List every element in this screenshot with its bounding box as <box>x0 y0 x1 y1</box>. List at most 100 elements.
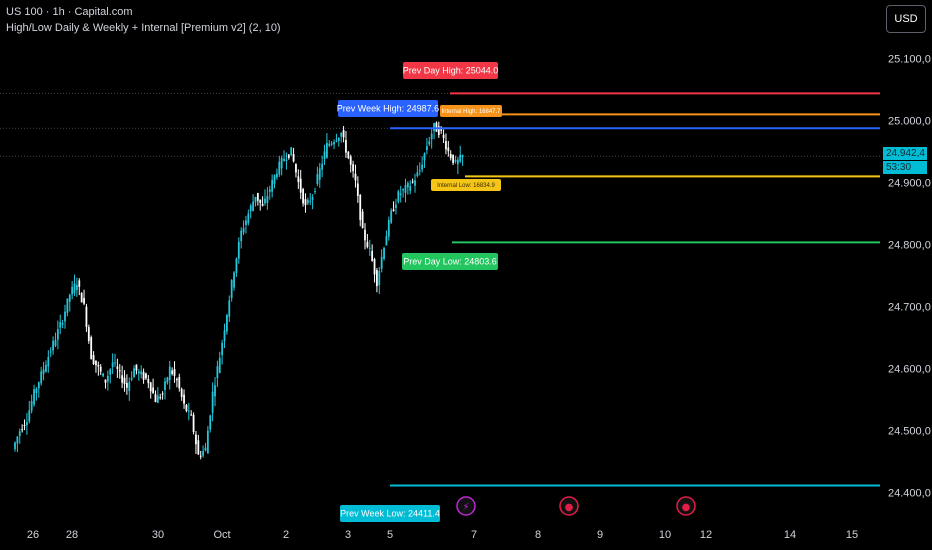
candle-body <box>180 388 183 397</box>
candle-body <box>52 340 54 351</box>
candle-body <box>330 143 333 145</box>
candle-body <box>80 292 83 303</box>
candle-body <box>190 414 193 416</box>
candle-body <box>145 373 147 379</box>
y-tick-label: 25.000,0 <box>888 116 931 128</box>
candle-body <box>47 356 50 367</box>
y-tick-label: 24.500,0 <box>888 426 931 438</box>
candle-body <box>176 378 178 381</box>
level-label-box <box>440 105 502 117</box>
x-tick-label: 26 <box>27 529 39 541</box>
candle-body <box>42 369 45 374</box>
candle-body <box>171 370 174 375</box>
x-tick-label: 10 <box>659 529 671 541</box>
candle-body <box>221 342 224 356</box>
time-axis: 26 28 30 Oct 2 3 5 7 8 9 10 12 14 15 <box>27 529 858 541</box>
candle-body <box>128 382 131 392</box>
candle-body <box>309 200 312 202</box>
bar-countdown: 53:30 <box>883 161 927 174</box>
candle-body <box>114 362 116 364</box>
candle-body <box>368 247 371 249</box>
candle-body <box>78 280 81 287</box>
level-label-box <box>338 100 438 117</box>
candle-body <box>333 142 335 145</box>
candle-body <box>459 154 462 162</box>
candle-body <box>245 220 247 225</box>
candle-body <box>142 371 145 380</box>
y-tick-label: 24.700,0 <box>888 302 931 314</box>
candle-body <box>456 159 459 165</box>
candle-body <box>230 280 233 299</box>
candle-body <box>237 241 240 259</box>
currency-button[interactable]: USD <box>886 5 926 33</box>
candle-body <box>121 375 124 383</box>
indicator-title[interactable]: High/Low Daily & Weekly + Internal [Prem… <box>6 22 281 34</box>
candle-body <box>118 370 121 372</box>
candle-body <box>18 431 21 437</box>
symbol-title[interactable]: US 100 · 1h · Capital.com <box>6 6 133 18</box>
candle-body <box>290 147 293 156</box>
candle-body <box>409 186 412 191</box>
candle-body <box>418 170 421 172</box>
x-tick-label: 9 <box>597 529 603 541</box>
candle-body <box>156 395 159 403</box>
candle-body <box>423 153 426 161</box>
candle-body <box>392 209 395 212</box>
candle-body <box>102 373 104 377</box>
candle-body <box>16 436 19 444</box>
levels-layer: Prev Day High: 25044.0 Prev Week High: 24… <box>337 62 880 522</box>
y-tick-label: 24.800,0 <box>888 240 931 252</box>
candle-body <box>297 176 300 183</box>
candle-body <box>23 424 26 426</box>
candle-body <box>235 258 238 273</box>
candle-body <box>385 236 388 246</box>
candle-body <box>202 451 204 456</box>
candle-body <box>373 259 376 275</box>
level-label-text: Prev Day Low: 24803.6 <box>403 257 497 267</box>
candle-body <box>147 379 150 384</box>
us-flag-event-icon[interactable] <box>676 496 696 516</box>
candle-body <box>76 284 78 291</box>
candle-body <box>252 201 254 211</box>
candle-body <box>161 393 164 395</box>
candle-body <box>178 376 181 389</box>
x-tick-label: 12 <box>700 529 712 541</box>
candle-body <box>256 193 259 201</box>
candle-body <box>54 339 57 346</box>
candle-body <box>390 210 393 223</box>
candle-body <box>435 122 438 132</box>
candle-body <box>280 158 283 169</box>
candle-body <box>137 371 140 374</box>
candle-body <box>295 164 297 173</box>
candle-body <box>340 132 343 137</box>
candle-body <box>73 283 76 294</box>
candle-body <box>149 382 152 392</box>
y-tick-label: 24.600,0 <box>888 364 931 376</box>
candle-body <box>318 168 321 180</box>
candle-body <box>228 300 231 317</box>
candle-body <box>314 191 316 193</box>
candle-body <box>183 394 185 404</box>
us-flag-event-icon[interactable] <box>559 496 579 516</box>
level-label-text: Prev Week High: 24987.6 <box>337 104 439 114</box>
candle-body <box>366 241 369 248</box>
candle-body <box>130 377 133 380</box>
candle-body <box>173 369 176 376</box>
candle-body <box>45 364 47 372</box>
candle-body <box>104 379 107 383</box>
candle-body <box>406 183 409 188</box>
y-tick-label: 24.900,0 <box>888 178 931 190</box>
candle-body <box>271 180 274 192</box>
lightning-event-icon[interactable] <box>456 496 476 516</box>
y-tick-label: 24.400,0 <box>888 488 931 500</box>
candle-body <box>197 440 200 455</box>
candle-body <box>154 394 157 403</box>
candle-body <box>71 286 74 295</box>
candle-body <box>240 230 243 242</box>
level-label-text: Internal High: 16847.7 <box>441 109 501 115</box>
candle-body <box>211 391 214 413</box>
candle-body <box>414 180 416 186</box>
candle-body <box>447 147 450 152</box>
x-tick-label: 30 <box>152 529 164 541</box>
